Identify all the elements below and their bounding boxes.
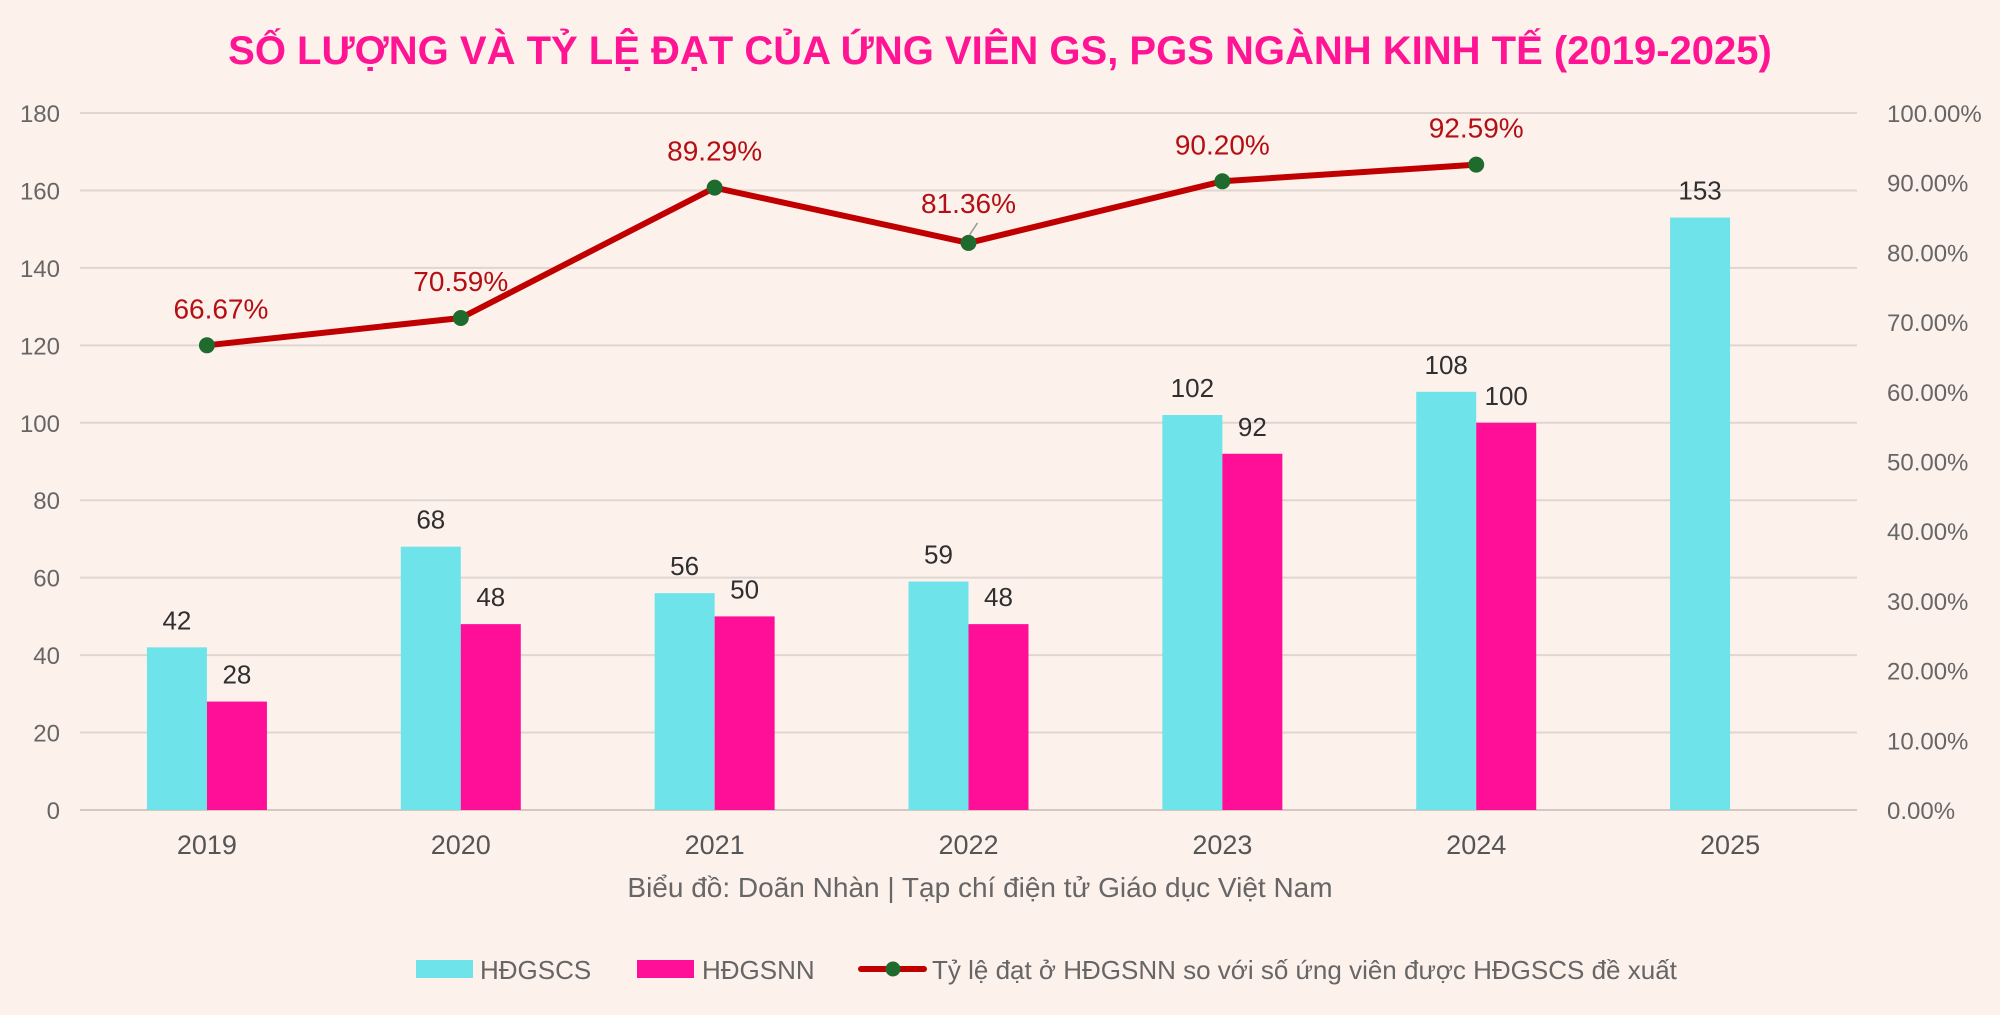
right-axis-tick-60-00: 60.00%: [1887, 380, 1968, 407]
rate-line-path: [203, 161, 1480, 349]
right-axis-tick-20-00: 20.00%: [1887, 659, 1968, 686]
right-axis-tick-40-00: 40.00%: [1887, 519, 1968, 546]
rate-label-2023: 90.20%: [1175, 129, 1270, 160]
right-axis-tick-80-00: 80.00%: [1887, 240, 1968, 267]
legend-item-hdgscs: HĐGSCS: [416, 955, 591, 985]
bar-label-h-gscs-2024: 108: [1425, 350, 1468, 380]
left-axis-tick-40: 40: [33, 643, 60, 670]
left-axis-tick-20: 20: [33, 721, 60, 748]
bar-h-gscs-2023: [1162, 415, 1223, 810]
rate-label-2020: 70.59%: [413, 266, 508, 297]
left-axis-tick-60: 60: [33, 566, 60, 593]
right-axis-tick-10-00: 10.00%: [1887, 728, 1968, 755]
category-tick-2019: 2019: [177, 830, 237, 860]
rate-label-leader-2022: [968, 222, 979, 236]
legend-label-hdgscs: HĐGSCS: [480, 955, 591, 985]
category-tick-2024: 2024: [1446, 830, 1506, 860]
bar-label-h-gsnn-2024: 100: [1485, 381, 1528, 411]
bar-h-gscs-2021: [654, 593, 715, 810]
rate-point-2024: [1468, 156, 1485, 173]
category-tick-2021: 2021: [685, 830, 745, 860]
bar-h-gsnn-2023: [1222, 453, 1283, 810]
right-axis-tick-30-00: 30.00%: [1887, 589, 1968, 616]
bar-label-h-gscs-2023: 102: [1171, 373, 1214, 403]
bar-label-h-gscs-2025: 153: [1678, 176, 1721, 206]
bar-h-gsnn-2024: [1476, 422, 1537, 810]
grid-lines: [80, 112, 1857, 811]
right-axis-tick-70-00: 70.00%: [1887, 310, 1968, 337]
bar-label-h-gsnn-2023: 92: [1238, 412, 1267, 442]
bar-h-gsnn-2020: [460, 624, 521, 810]
bar-label-h-gsnn-2021: 50: [730, 574, 759, 604]
right-axis-tick-100-00: 100.00%: [1887, 101, 1982, 128]
left-axis-tick-160: 160: [20, 178, 60, 205]
left-axis-tick-140: 140: [20, 256, 60, 283]
bar-h-gscs-2025: [1670, 217, 1731, 811]
legend-label-hdgsnn: HĐGSNN: [702, 955, 815, 985]
legend-marker-rate: [885, 961, 901, 977]
category-tick-2025: 2025: [1700, 830, 1760, 860]
chart-title: SỐ LƯỢNG VÀ TỶ LỆ ĐẠT CỦA ỨNG VIÊN GS, P…: [228, 27, 1772, 73]
right-axis-tick-0-00: 0.00%: [1887, 798, 1955, 825]
legend-item-hdgsnn: HĐGSNN: [637, 955, 815, 985]
left-axis-tick-0: 0: [47, 798, 60, 825]
bar-h-gscs-2019: [146, 647, 207, 810]
bar-label-h-gsnn-2019: 28: [222, 660, 251, 690]
category-tick-2020: 2020: [431, 830, 491, 860]
right-axis: 0.00% 10.00% 20.00% 30.00% 40.00% 50.00% 60.00…: [1887, 101, 1982, 825]
right-axis-tick-50-00: 50.00%: [1887, 450, 1968, 477]
bar-h-gscs-2020: [400, 546, 461, 810]
rate-label-2021: 89.29%: [667, 136, 762, 167]
rate-line-series: 66.67% 70.59% 89.29% 81.36% 90.20% 92.59%: [173, 113, 1524, 354]
legend-item-rate: Tỷ lệ đạt ở HĐGSNN so với số ứng viên đư…: [858, 955, 1678, 985]
left-axis-tick-80: 80: [33, 488, 60, 515]
left-axis-tick-100: 100: [20, 411, 60, 438]
category-tick-2023: 2023: [1192, 830, 1252, 860]
rate-label-2019: 66.67%: [173, 293, 268, 324]
rate-point-2023: [1214, 173, 1231, 190]
bar-h-gscs-2024: [1416, 391, 1477, 810]
bar-h-gsnn-2022: [968, 624, 1029, 810]
bar-h-gsnn-2021: [714, 616, 775, 810]
category-tick-2022: 2022: [938, 830, 998, 860]
rate-point-2019: [198, 337, 215, 354]
bar-label-h-gsnn-2020: 48: [476, 582, 505, 612]
rate-label-2024: 92.59%: [1429, 113, 1524, 144]
bar-label-h-gsnn-2022: 48: [984, 582, 1013, 612]
legend-label-rate: Tỷ lệ đạt ở HĐGSNN so với số ứng viên đư…: [932, 955, 1678, 985]
left-axis-tick-180: 180: [20, 101, 60, 128]
legend: HĐGSCS HĐGSNN Tỷ lệ đạt ở HĐGSNN so với …: [416, 955, 1678, 985]
right-axis-tick-90-00: 90.00%: [1887, 171, 1968, 198]
bar-h-gsnn-2019: [206, 701, 267, 810]
bar-label-h-gscs-2022: 59: [924, 540, 953, 570]
rate-point-2020: [452, 309, 469, 326]
bar-label-h-gscs-2021: 56: [670, 551, 699, 581]
bar-label-h-gscs-2020: 68: [416, 505, 445, 535]
legend-swatch-hdgsnn: [637, 960, 694, 978]
rate-label-2022: 81.36%: [921, 188, 1016, 219]
left-axis-tick-120: 120: [20, 333, 60, 360]
bar-h-gscs-2022: [908, 581, 969, 810]
left-axis: 0 20 40 60 80 100 120 140 160 180: [20, 101, 60, 825]
rate-point-2021: [706, 179, 723, 196]
legend-swatch-hdgscs: [416, 960, 473, 978]
chart-subtitle: Biểu đồ: Doãn Nhàn | Tạp chí điện tử Giá…: [627, 872, 1332, 903]
category-axis: 2019 2020 2021 2022 2023 2024 2025: [177, 830, 1760, 860]
bar-series-group: 42 68 56 59 102 108 153 28 48 50 48 92 100: [146, 176, 1731, 811]
rate-point-2022: [960, 234, 977, 251]
bar-label-h-gscs-2019: 42: [162, 605, 191, 635]
